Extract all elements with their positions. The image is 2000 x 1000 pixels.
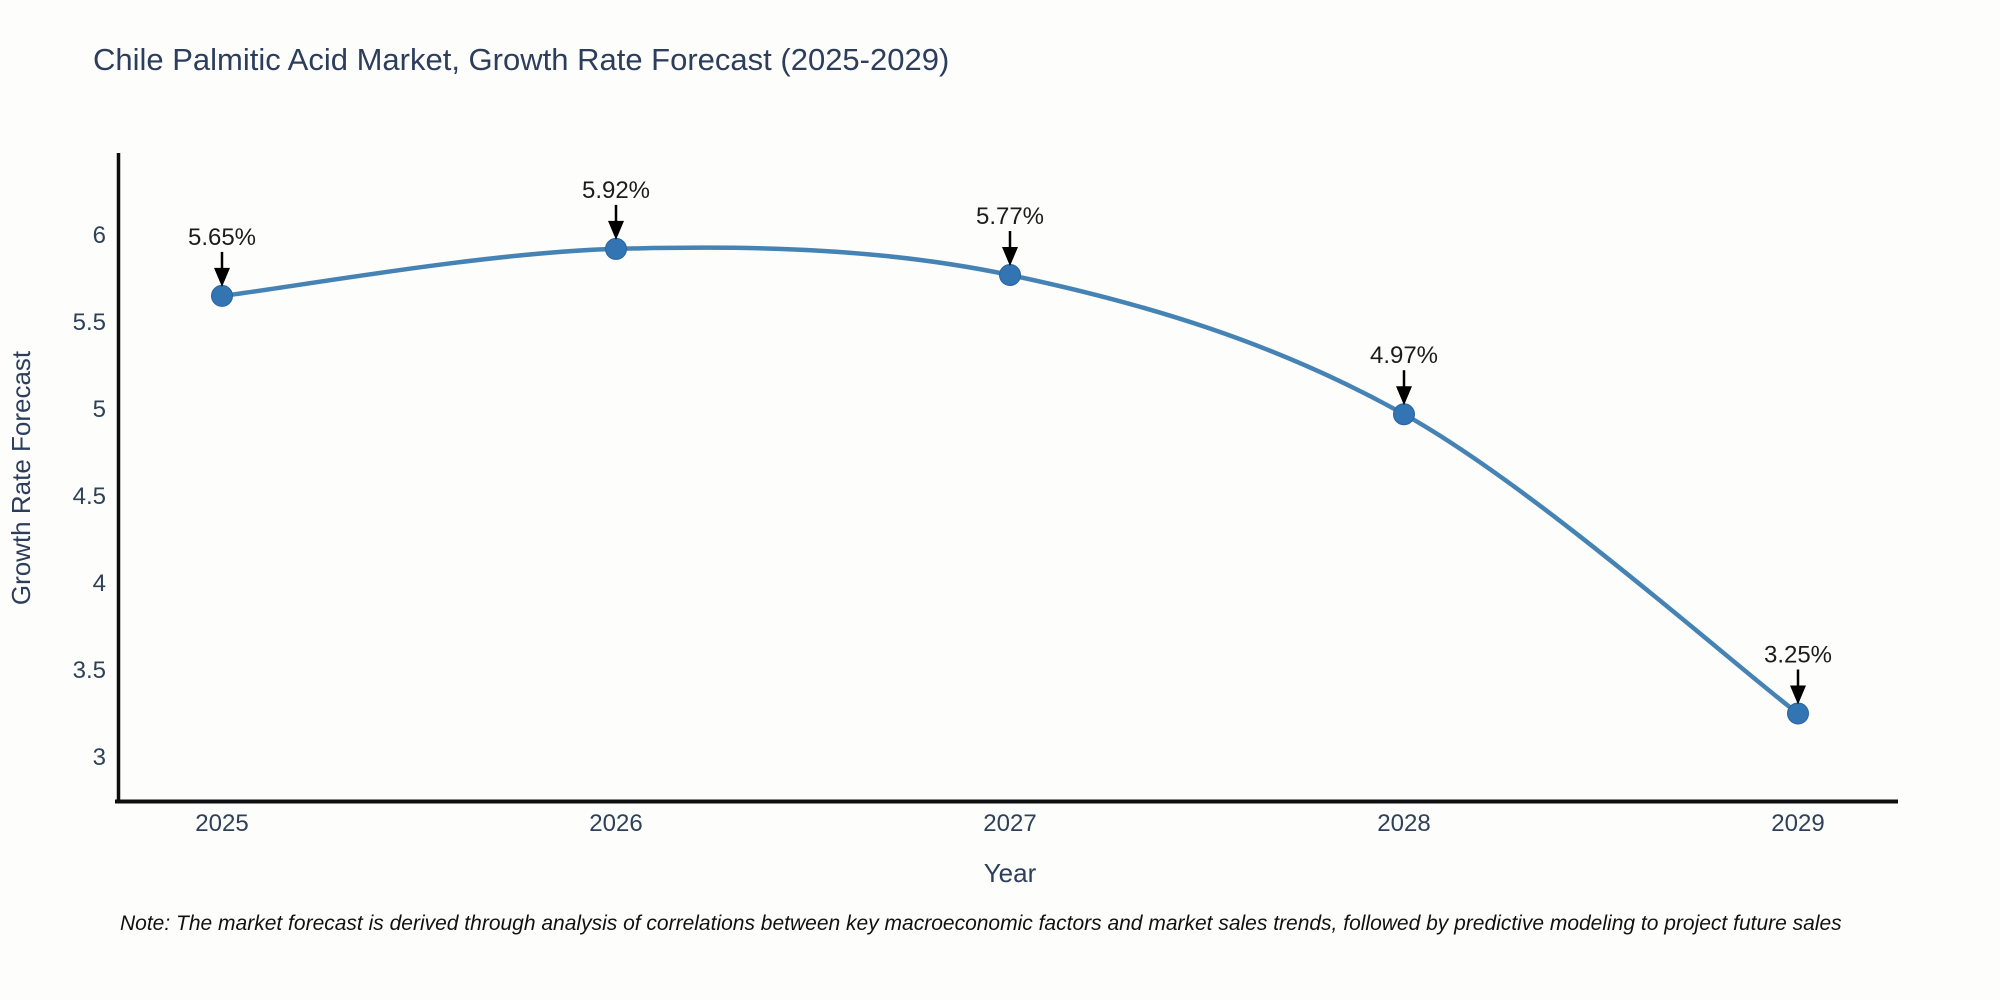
data-point-marker (1787, 702, 1809, 725)
point-annotation: 5.65% (188, 224, 256, 287)
data-series (211, 237, 1809, 725)
point-value-label: 5.77% (976, 203, 1044, 230)
point-annotation: 5.92% (582, 177, 650, 240)
annotation-arrow-head (1002, 247, 1018, 267)
y-axis-title: Growth Rate Forecast (6, 350, 36, 605)
point-annotation: 5.77% (976, 203, 1044, 267)
annotation-arrow-head (1790, 685, 1806, 705)
annotation-arrow-head (608, 220, 624, 240)
x-axis-title: Year (984, 858, 1037, 888)
y-tick-label: 3.5 (73, 657, 106, 684)
annotation-arrow-head (214, 267, 230, 287)
y-tick-label: 5.5 (73, 309, 106, 336)
y-tick-label: 4.5 (73, 483, 106, 510)
x-tick-label: 2028 (1377, 810, 1430, 837)
point-annotations: 5.65% 5.92% 5.77% 4.97% 3.25% (188, 177, 1832, 705)
x-tick-label: 2027 (983, 810, 1036, 837)
tick-labels: 3 3.5 4 4.5 5 5.5 6 2025 2026 2027 2028 2029 (73, 222, 1825, 837)
annotation-arrow-head (1396, 386, 1412, 406)
point-value-label: 5.65% (188, 224, 256, 251)
data-point-marker (211, 284, 233, 307)
y-tick-label: 6 (93, 222, 106, 249)
point-value-label: 3.25% (1764, 642, 1832, 669)
point-annotation: 4.97% (1370, 342, 1438, 406)
point-annotation: 3.25% (1764, 642, 1832, 705)
x-tick-label: 2025 (195, 810, 248, 837)
point-value-label: 4.97% (1370, 342, 1438, 369)
y-tick-label: 4 (93, 570, 106, 597)
data-point-marker (1393, 403, 1415, 426)
chart-title: Chile Palmitic Acid Market, Growth Rate … (93, 42, 949, 77)
y-tick-label: 3 (93, 744, 106, 771)
data-point-marker (605, 237, 627, 260)
x-tick-label: 2026 (589, 810, 642, 837)
data-point-marker (999, 264, 1021, 287)
axes (115, 153, 1898, 804)
forecast-line (219, 245, 1801, 716)
point-value-label: 5.92% (582, 177, 650, 204)
y-tick-label: 5 (93, 396, 106, 423)
x-tick-label: 2029 (1771, 810, 1824, 837)
footnote-text: Note: The market forecast is derived thr… (120, 912, 1842, 935)
